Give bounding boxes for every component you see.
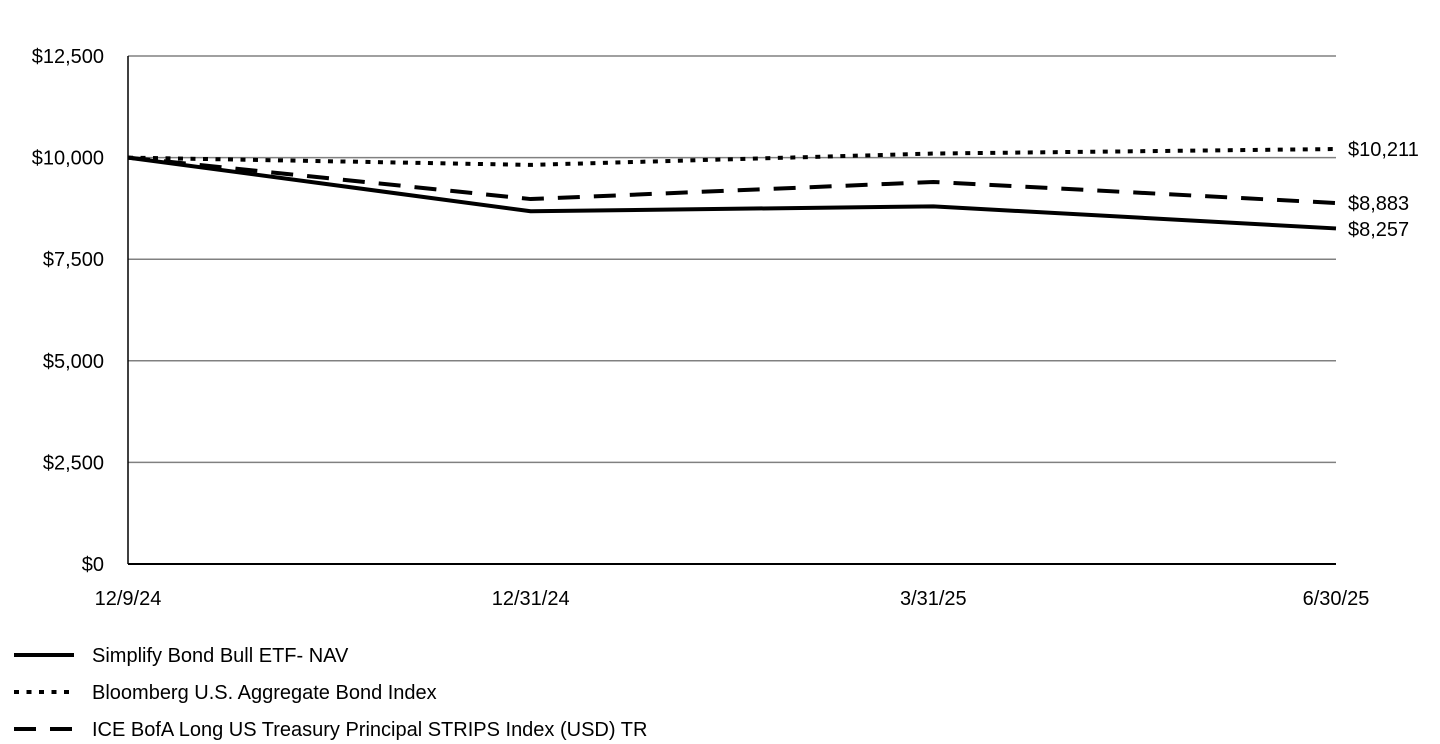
gridlines [128,55,1336,464]
x-axis-tick-labels: 12/9/24 12/31/24 3/31/25 6/30/25 [95,588,1370,610]
end-value-labels: $10,211 $8,883 $8,257 [1348,139,1419,241]
end-value-label: $8,883 [1348,193,1409,215]
y-tick-label: $7,500 [43,249,104,271]
legend-label: Simplify Bond Bull ETF- NAV [92,645,349,667]
axes [127,56,1336,565]
legend: Simplify Bond Bull ETF- NAV Bloomberg U.S… [14,645,647,741]
legend-item: Simplify Bond Bull ETF- NAV [14,645,349,667]
end-value-label: $10,211 [1348,139,1419,161]
series-line-dashed [127,155,1337,205]
y-tick-label: $5,000 [43,351,104,373]
legend-label: ICE BofA Long US Treasury Principal STRI… [92,719,647,741]
legend-label: Bloomberg U.S. Aggregate Bond Index [92,682,437,704]
y-axis-tick-labels: $0 $2,500 $5,000 $7,500 $10,000 $12,500 [32,46,104,576]
x-tick-label: 6/30/25 [1303,588,1370,610]
series-line-solid [127,155,1337,231]
x-tick-label: 3/31/25 [900,588,967,610]
x-tick-label: 12/31/24 [492,588,570,610]
y-tick-label: $10,000 [32,148,104,170]
y-tick-label: $0 [82,554,104,576]
legend-item: Bloomberg U.S. Aggregate Bond Index [14,682,437,704]
y-tick-label: $12,500 [32,46,104,68]
series-lines [127,147,1337,231]
legend-item: ICE BofA Long US Treasury Principal STRI… [14,719,647,741]
y-tick-label: $2,500 [43,452,104,474]
x-tick-label: 12/9/24 [95,588,162,610]
series-line-dotted [127,147,1337,167]
end-value-label: $8,257 [1348,219,1409,241]
